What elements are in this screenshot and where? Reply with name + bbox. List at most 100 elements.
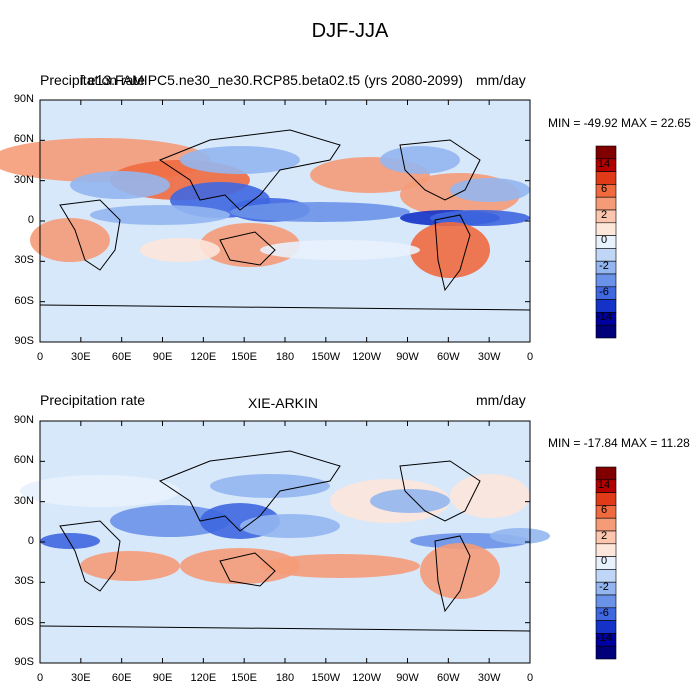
coastline bbox=[158, 129, 341, 211]
coastline bbox=[434, 214, 471, 292]
colorbar-label: -2 bbox=[599, 581, 609, 593]
lon-tick-label: 150W bbox=[311, 351, 341, 363]
colorbar-label: 14 bbox=[597, 157, 611, 170]
colorbar-label: 0 bbox=[600, 234, 608, 247]
lon-tick-label: 30W bbox=[477, 351, 501, 363]
lat-tick-label: 30S bbox=[14, 254, 34, 267]
anomaly-region bbox=[430, 210, 530, 226]
anomaly-region bbox=[180, 548, 300, 584]
lat-tick-label: 60S bbox=[14, 294, 34, 307]
anomaly-region bbox=[260, 240, 420, 260]
lat-tick-label: 30N bbox=[13, 173, 34, 186]
lon-tick-label: 150E bbox=[231, 672, 257, 684]
lon-tick-label: 150W bbox=[311, 672, 341, 684]
coastline bbox=[39, 304, 531, 311]
anomaly-region bbox=[420, 543, 500, 599]
anomaly-region bbox=[140, 238, 220, 262]
colorbar-label: 6 bbox=[600, 504, 608, 517]
panel-top-map bbox=[0, 99, 531, 343]
lat-tick-label: 0 bbox=[27, 535, 34, 547]
anomaly-region bbox=[240, 514, 340, 538]
anomaly-region bbox=[450, 178, 530, 202]
anomaly-region bbox=[410, 222, 490, 278]
panel-top-right-label: mm/day bbox=[476, 72, 526, 88]
anomaly-region bbox=[370, 489, 450, 513]
lon-tick-label: 90E bbox=[152, 351, 173, 363]
figure-title: DJF-JJA bbox=[311, 20, 389, 42]
lon-tick-label: 0 bbox=[36, 672, 44, 684]
anomaly-region bbox=[200, 223, 300, 267]
lon-tick-label: 0 bbox=[526, 672, 534, 684]
panel-bottom-map bbox=[20, 420, 550, 664]
lon-tick-label: 60W bbox=[437, 672, 460, 684]
colorbar-box bbox=[595, 324, 617, 339]
lon-tick-label: 120E bbox=[190, 672, 217, 684]
coastline bbox=[219, 552, 276, 587]
colorbar-label: -14 bbox=[596, 311, 612, 324]
anomaly-region bbox=[180, 146, 300, 174]
coastline bbox=[39, 625, 531, 632]
anomaly-region bbox=[30, 218, 110, 262]
colorbar-box bbox=[595, 645, 617, 660]
coastline bbox=[399, 139, 481, 201]
panel-bottom-colorbar bbox=[595, 466, 617, 660]
colorbar-label: -2 bbox=[599, 260, 609, 272]
anomaly-region bbox=[20, 475, 180, 507]
lat-tick-label: 0 bbox=[27, 214, 34, 226]
lon-tick-label: 0 bbox=[36, 351, 44, 363]
panel-bottom-left-label: Precipitation rate bbox=[40, 392, 146, 408]
lon-tick-label: 0 bbox=[526, 351, 534, 363]
lon-tick-label: 120E bbox=[190, 351, 217, 363]
lon-tick-label: 180 bbox=[275, 672, 295, 684]
anomaly-region bbox=[210, 474, 330, 498]
lon-tick-label: 120W bbox=[352, 351, 382, 363]
anomaly-region bbox=[380, 146, 460, 174]
panel-bottom-stats: MIN = -17.84 MAX = 11.28 bbox=[548, 436, 690, 450]
panel-top-stats: MIN = -49.92 MAX = 22.65 bbox=[548, 116, 691, 130]
lon-tick-label: 180 bbox=[275, 351, 295, 363]
lat-tick-label: 90S bbox=[14, 335, 34, 347]
lon-tick-label: 30E bbox=[71, 351, 91, 363]
lon-tick-label: 90E bbox=[152, 672, 173, 684]
lon-tick-label: 150E bbox=[231, 351, 257, 363]
coastline bbox=[59, 520, 121, 592]
lat-tick-label: 60N bbox=[13, 133, 34, 146]
lat-tick-label: 30S bbox=[14, 575, 34, 588]
panel-top-colorbar bbox=[595, 145, 617, 339]
coastline bbox=[59, 199, 121, 271]
colorbar-label: 2 bbox=[600, 529, 608, 542]
panel-top-left-label: Precipitation rate bbox=[40, 72, 146, 88]
colorbar-label: 14 bbox=[597, 478, 611, 491]
panel-top-center-label: f.e13.FAMIPC5.ne30_ne30.RCP85.beta02.t5 … bbox=[80, 72, 463, 88]
lat-tick-label: 90N bbox=[13, 414, 34, 426]
lon-tick-label: 60E bbox=[111, 672, 132, 684]
lat-tick-label: 90S bbox=[14, 656, 34, 668]
anomaly-region bbox=[450, 474, 530, 518]
lat-tick-label: 60S bbox=[14, 615, 34, 628]
lon-tick-label: 90W bbox=[396, 672, 419, 684]
colorbar-label: -6 bbox=[599, 606, 609, 619]
lon-tick-label: 30W bbox=[477, 672, 501, 684]
lon-tick-label: 120W bbox=[352, 672, 382, 684]
anomaly-region bbox=[70, 171, 170, 199]
anomaly-region bbox=[80, 551, 180, 581]
coastline bbox=[158, 450, 341, 532]
colorbar-label: -6 bbox=[599, 285, 609, 298]
lat-tick-label: 60N bbox=[13, 454, 34, 467]
coastline bbox=[399, 460, 481, 522]
colorbar-label: -14 bbox=[596, 632, 612, 645]
lat-tick-label: 90N bbox=[13, 93, 34, 105]
colorbar-label: 6 bbox=[600, 183, 608, 196]
panel-bottom-right-label: mm/day bbox=[476, 392, 526, 408]
colorbar-label: 0 bbox=[600, 555, 608, 568]
lon-tick-label: 30E bbox=[71, 672, 91, 684]
anomaly-region bbox=[230, 202, 410, 222]
anomaly-region bbox=[110, 505, 230, 537]
lon-tick-label: 60W bbox=[437, 351, 460, 363]
coastline bbox=[219, 231, 276, 266]
colorbar-label: 2 bbox=[600, 208, 608, 221]
lat-tick-label: 30N bbox=[13, 494, 34, 507]
anomaly-region bbox=[490, 528, 550, 544]
anomaly-region bbox=[90, 205, 230, 225]
coastline bbox=[434, 535, 471, 613]
